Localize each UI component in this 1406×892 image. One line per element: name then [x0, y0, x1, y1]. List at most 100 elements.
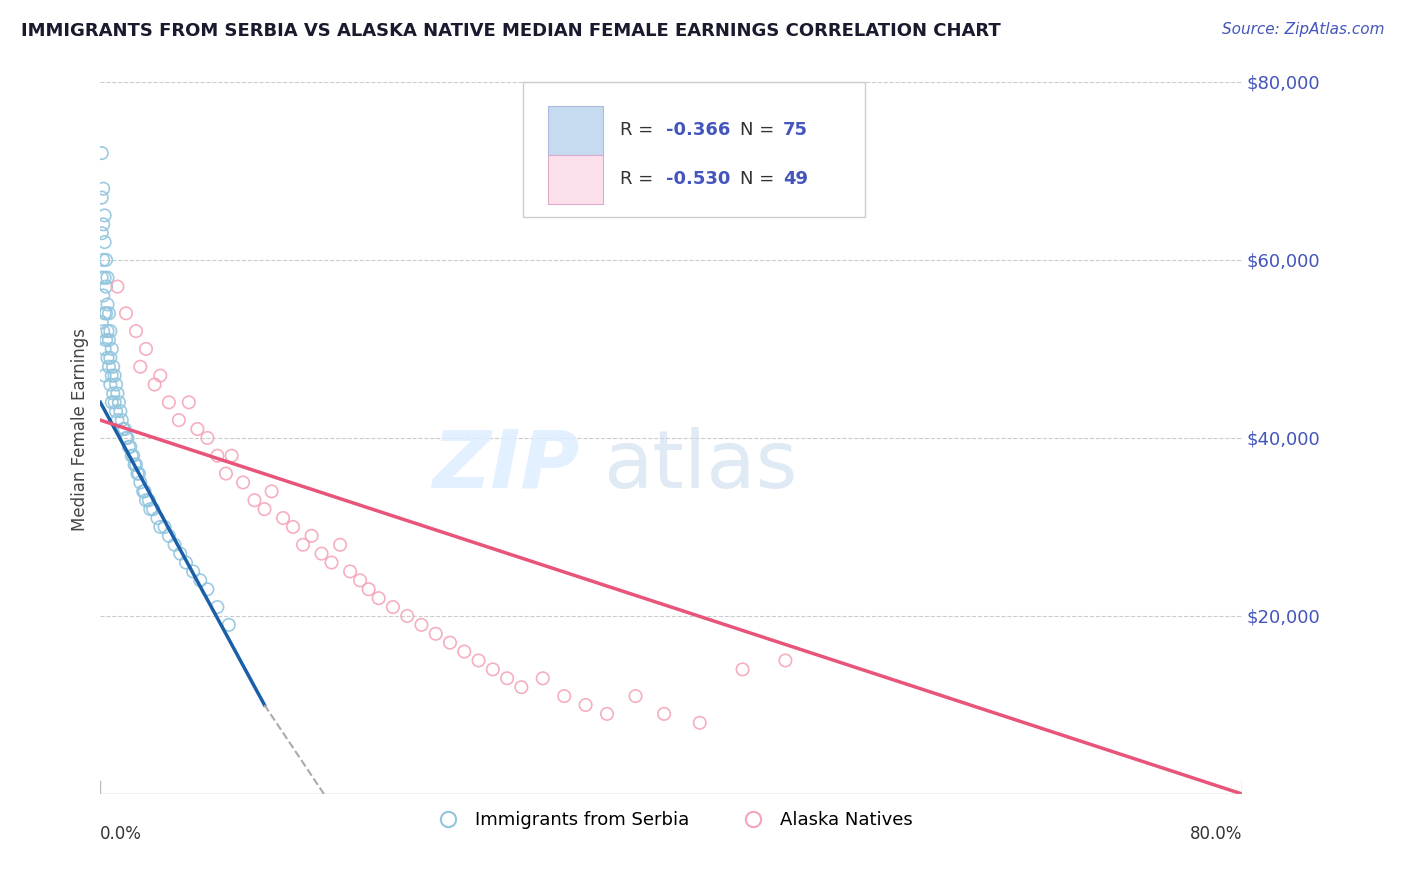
Point [163, 538, 186, 552]
Point [281, 520, 304, 534]
Point [103, 386, 125, 401]
Point [138, 493, 160, 508]
Point [91, 182, 114, 196]
Text: 49: 49 [783, 170, 808, 188]
Point [132, 484, 155, 499]
Point [125, 324, 148, 338]
Text: Source: ZipAtlas.com: Source: ZipAtlas.com [1222, 22, 1385, 37]
Point [329, 538, 352, 552]
Point [93, 368, 115, 383]
Point [104, 368, 127, 383]
Point [167, 413, 190, 427]
Point [94, 279, 117, 293]
Point [98, 377, 121, 392]
Point [482, 662, 505, 676]
Point [129, 475, 152, 490]
Point [118, 440, 141, 454]
Point [775, 653, 797, 667]
Point [135, 342, 157, 356]
Point [97, 306, 120, 320]
Point [97, 359, 120, 374]
Text: -0.530: -0.530 [665, 170, 730, 188]
Point [94, 252, 117, 267]
Text: 0.0%: 0.0% [100, 825, 142, 843]
Point [731, 662, 754, 676]
Point [232, 475, 254, 490]
Point [90, 226, 112, 240]
Point [157, 395, 180, 409]
Point [120, 440, 142, 454]
Point [574, 698, 596, 712]
Point [157, 529, 180, 543]
Point [339, 565, 361, 579]
Point [349, 574, 371, 588]
Point [111, 413, 134, 427]
Point [108, 395, 131, 409]
Point [453, 644, 475, 658]
Text: N =: N = [740, 121, 780, 139]
Point [96, 324, 118, 338]
Point [134, 484, 156, 499]
Point [128, 467, 150, 481]
Point [100, 342, 122, 356]
Point [91, 288, 114, 302]
Point [100, 368, 122, 383]
Point [110, 404, 132, 418]
Point [97, 333, 120, 347]
Point [381, 600, 404, 615]
Text: N =: N = [740, 170, 780, 188]
Point [243, 493, 266, 508]
Point [207, 449, 229, 463]
Point [553, 689, 575, 703]
Point [93, 342, 115, 356]
Point [357, 582, 380, 597]
Point [174, 556, 197, 570]
Point [181, 565, 204, 579]
Point [98, 351, 121, 365]
Point [624, 689, 647, 703]
Point [115, 431, 138, 445]
Point [96, 351, 118, 365]
Point [467, 653, 489, 667]
Point [142, 502, 165, 516]
Point [91, 252, 114, 267]
Point [91, 217, 114, 231]
Point [96, 270, 118, 285]
Point [271, 511, 294, 525]
Text: IMMIGRANTS FROM SERBIA VS ALASKA NATIVE MEDIAN FEMALE EARNINGS CORRELATION CHART: IMMIGRANTS FROM SERBIA VS ALASKA NATIVE … [21, 22, 1001, 40]
Point [90, 315, 112, 329]
Point [425, 627, 447, 641]
Point [311, 547, 333, 561]
Point [107, 386, 129, 401]
Point [139, 502, 162, 516]
Point [207, 600, 229, 615]
Point [129, 359, 152, 374]
Point [107, 279, 129, 293]
Point [96, 297, 118, 311]
Text: 80.0%: 80.0% [1189, 825, 1241, 843]
Point [292, 538, 315, 552]
Point [94, 306, 117, 320]
Point [197, 431, 219, 445]
Point [124, 458, 146, 472]
Point [153, 520, 176, 534]
Point [496, 671, 519, 685]
Point [105, 404, 128, 418]
Point [93, 270, 115, 285]
Point [169, 547, 191, 561]
Point [510, 680, 533, 694]
Point [149, 520, 172, 534]
Text: 75: 75 [783, 121, 808, 139]
Point [221, 449, 243, 463]
Point [93, 208, 115, 222]
Point [301, 529, 323, 543]
Point [197, 582, 219, 597]
Point [112, 422, 135, 436]
Text: atlas: atlas [603, 426, 797, 505]
Point [652, 706, 675, 721]
Point [411, 618, 433, 632]
Point [439, 635, 461, 649]
Point [149, 368, 172, 383]
Point [94, 333, 117, 347]
Point [186, 422, 208, 436]
